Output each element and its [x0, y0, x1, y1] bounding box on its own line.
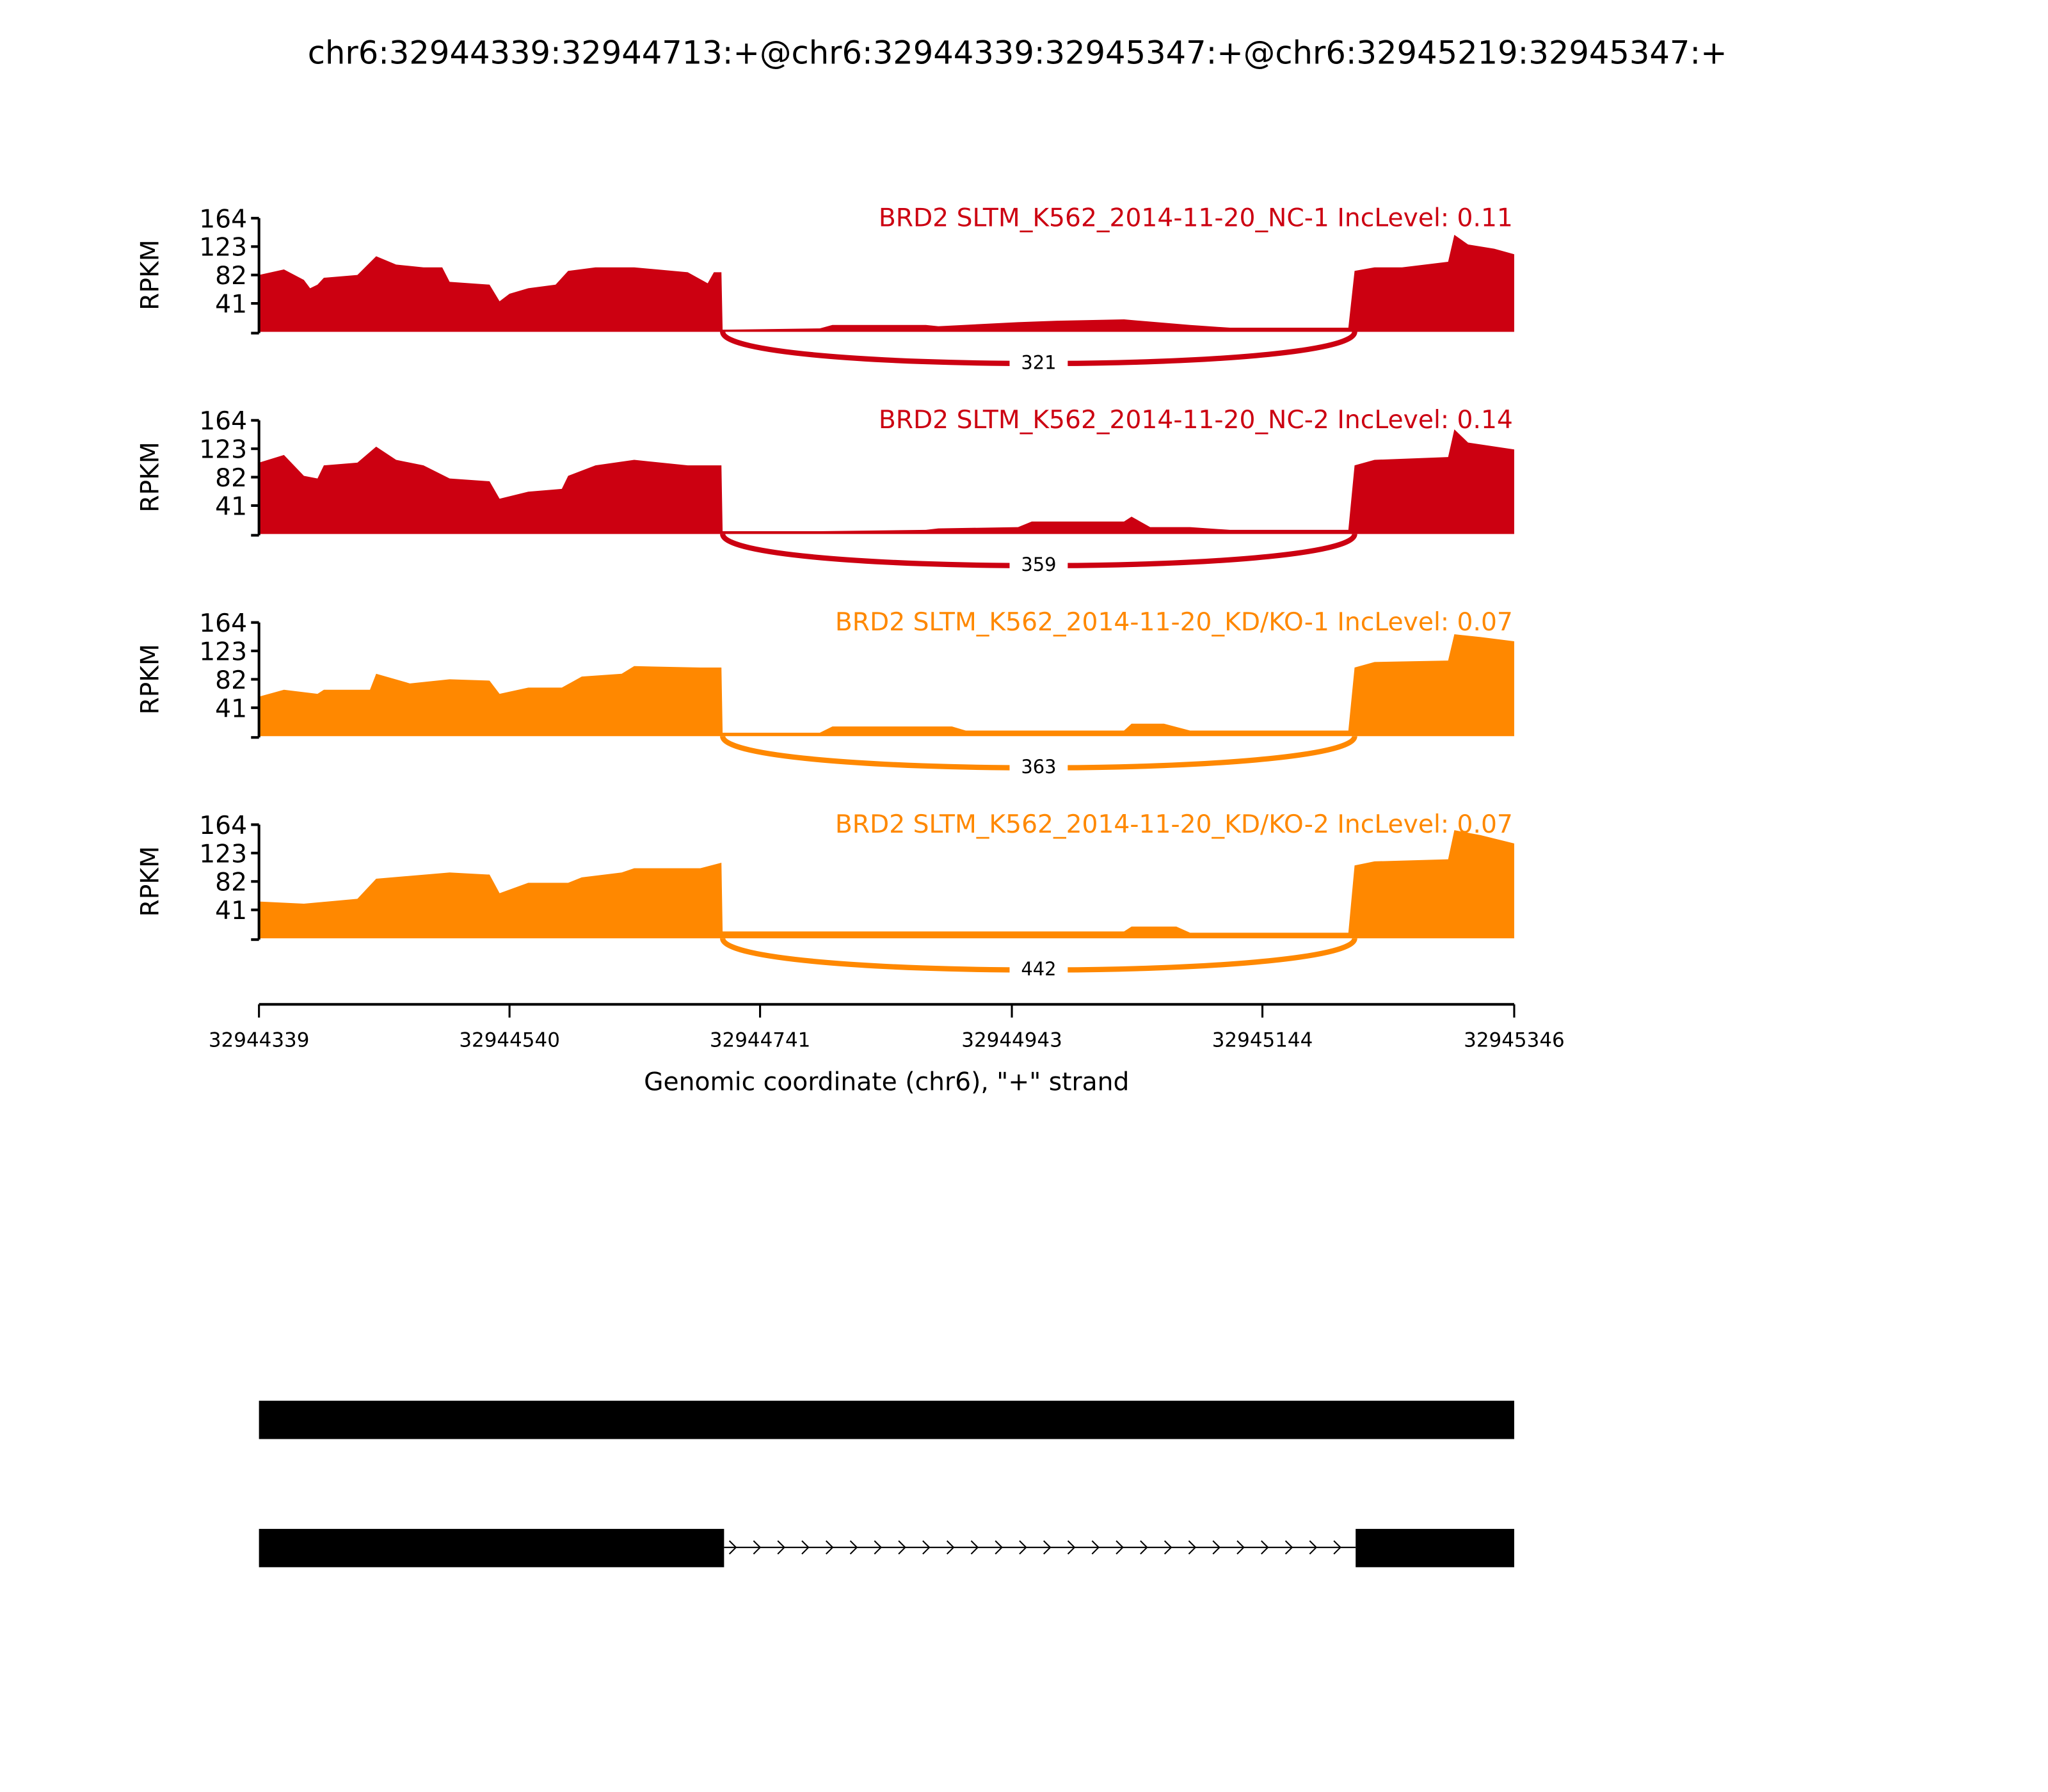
strand-arrow-icon	[946, 1540, 955, 1555]
strand-arrow-icon	[1284, 1540, 1293, 1555]
junction-label-bg	[1009, 956, 1068, 981]
strand-arrow-icon	[777, 1540, 785, 1555]
track-label: BRD2 SLTM_K562_2014-11-20_KD/KO-1 IncLev…	[835, 608, 1513, 637]
isoform-skipping-exon1	[259, 1528, 724, 1567]
y-tick-label: 82	[215, 868, 247, 897]
strand-arrow-icon	[1236, 1540, 1245, 1555]
y-tick-label: 82	[215, 262, 247, 291]
junction-count-label: 442	[1021, 958, 1056, 980]
strand-arrow-icon	[1067, 1540, 1076, 1555]
junction-count-label: 321	[1021, 351, 1056, 373]
junction-count-label: 363	[1021, 756, 1056, 778]
strand-arrow-icon	[874, 1540, 883, 1555]
strand-arrows	[728, 1540, 1341, 1555]
strand-arrow-icon	[898, 1540, 906, 1555]
y-tick-label: 164	[199, 609, 247, 638]
gene-model	[259, 1400, 1514, 1567]
strand-arrow-icon	[922, 1540, 931, 1555]
x-tick-label: 32944943	[961, 1028, 1062, 1052]
coverage-area	[259, 830, 1514, 939]
strand-arrow-icon	[1188, 1540, 1197, 1555]
y-tick-label: 41	[215, 694, 247, 723]
track-label: BRD2 SLTM_K562_2014-11-20_NC-2 IncLevel:…	[879, 406, 1513, 435]
strand-arrow-icon	[753, 1540, 762, 1555]
strand-arrow-icon	[1164, 1540, 1172, 1555]
track-label: BRD2 SLTM_K562_2014-11-20_NC-1 IncLevel:…	[879, 204, 1513, 232]
strand-arrow-icon	[1309, 1540, 1318, 1555]
x-tick-label: 32944339	[209, 1028, 310, 1052]
y-tick-label: 164	[199, 205, 247, 234]
x-axis-label: Genomic coordinate (chr6), "+" strand	[644, 1068, 1129, 1096]
x-tick-label: 32944741	[710, 1028, 811, 1052]
strand-arrow-icon	[801, 1540, 810, 1555]
y-tick-label: 41	[215, 897, 247, 925]
y-tick-label: 82	[215, 666, 247, 695]
y-tick-label: 123	[199, 637, 247, 666]
chart-title: chr6:32944339:32944713:+@chr6:32944339:3…	[308, 34, 1727, 71]
y-tick-label: 164	[199, 812, 247, 840]
strand-arrow-icon	[1116, 1540, 1124, 1555]
strand-arrow-icon	[1333, 1540, 1341, 1555]
x-tick-label: 32944540	[459, 1028, 560, 1052]
y-tick-label: 123	[199, 436, 247, 465]
y-tick-label: 82	[215, 464, 247, 493]
y-tick-label: 123	[199, 840, 247, 868]
strand-arrow-icon	[1212, 1540, 1221, 1555]
isoform-skipping-exon2	[1356, 1528, 1514, 1567]
strand-arrow-icon	[728, 1540, 737, 1555]
isoform-inclusion	[259, 1400, 1514, 1439]
junction-label-bg	[1009, 350, 1068, 374]
strand-arrow-icon	[849, 1540, 858, 1555]
strand-arrow-icon	[970, 1540, 979, 1555]
y-tick-label: 164	[199, 407, 247, 436]
y-tick-label: 41	[215, 291, 247, 319]
y-axis-label: RPKM	[136, 644, 165, 714]
junction-count-label: 359	[1021, 554, 1056, 575]
track-label: BRD2 SLTM_K562_2014-11-20_KD/KO-2 IncLev…	[835, 810, 1513, 839]
strand-arrow-icon	[826, 1540, 834, 1555]
strand-arrow-icon	[1261, 1540, 1269, 1555]
strand-arrow-icon	[1091, 1540, 1100, 1555]
coverage-area	[259, 634, 1514, 737]
x-axis: 32944339 32944540 32944741 32944943 32945144…	[209, 1003, 1565, 1052]
y-tick-label: 41	[215, 492, 247, 521]
x-tick-label: 32945144	[1212, 1028, 1313, 1052]
coverage-area	[259, 234, 1514, 332]
strand-arrow-icon	[1140, 1540, 1148, 1555]
strand-arrow-icon	[1043, 1540, 1052, 1555]
y-tick-label: 123	[199, 234, 247, 262]
coverage-area	[259, 429, 1514, 534]
strand-arrow-icon	[1019, 1540, 1027, 1555]
y-axis-label: RPKM	[136, 846, 165, 916]
y-axis-label: RPKM	[136, 239, 165, 310]
x-tick-label: 32945346	[1464, 1028, 1565, 1052]
strand-arrow-icon	[995, 1540, 1003, 1555]
y-axis-label: RPKM	[136, 442, 165, 512]
junction-label-bg	[1009, 552, 1068, 577]
junction-label-bg	[1009, 755, 1068, 779]
